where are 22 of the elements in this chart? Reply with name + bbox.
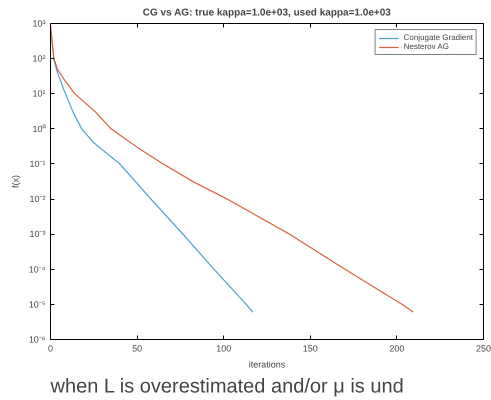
x-tick-label: 0 xyxy=(48,344,54,354)
y-tick-label: 10⁻² xyxy=(29,194,46,204)
x-tick-label: 50 xyxy=(132,344,142,354)
y-tick-label: 10⁻³ xyxy=(29,229,46,240)
x-tick-label: 150 xyxy=(302,344,318,354)
y-tick-label: 10⁰ xyxy=(32,124,46,134)
x-tick-label: 100 xyxy=(216,344,232,354)
y-tick-label: 10⁻⁴ xyxy=(28,264,46,274)
y-tick-label: 10⁻⁵ xyxy=(28,299,46,310)
legend-label: Nesterov AG xyxy=(404,42,449,51)
y-tick-label: 10⁻¹ xyxy=(29,158,46,169)
y-tick-label: 10³ xyxy=(32,18,46,28)
y-tick-label: 10¹ xyxy=(32,88,46,99)
text: when L is overestimated and/or μ is und xyxy=(50,376,404,398)
y-axis-title: f(x) xyxy=(10,174,21,188)
x-tick-label: 250 xyxy=(476,344,491,354)
y-tick-label: 10⁻⁶ xyxy=(28,334,46,344)
chart-title: CG vs AG: true kappa=1.0e+03, used kappa=1.0e+03 xyxy=(142,8,392,18)
x-tick-label: 200 xyxy=(389,344,404,354)
y-tick-label: 10² xyxy=(32,54,46,64)
x-axis-title: iterations xyxy=(248,360,286,370)
legend-label: Conjugate Gradient xyxy=(404,33,473,42)
